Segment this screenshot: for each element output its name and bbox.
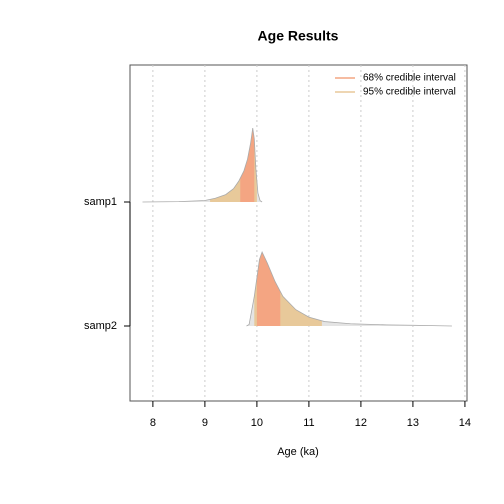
x-tick-label: 12 <box>355 417 367 429</box>
plot-box <box>129 64 468 402</box>
y-tick-label: samp2 <box>84 320 117 332</box>
x-tick-label: 9 <box>202 417 208 429</box>
legend-label: 68% credible interval <box>363 73 456 84</box>
credible-interval <box>256 252 281 326</box>
x-tick-label: 8 <box>150 417 156 429</box>
legend-label: 95% credible interval <box>363 87 456 98</box>
x-tick-label: 14 <box>459 417 471 429</box>
x-tick-label: 13 <box>407 417 419 429</box>
density-line <box>142 127 263 203</box>
y-tick-label: samp1 <box>84 196 117 208</box>
credible-interval <box>240 128 255 202</box>
density-line <box>246 250 452 327</box>
x-tick-label: 11 <box>303 417 314 429</box>
x-tick-label: 10 <box>251 417 263 429</box>
chart-title: Age Results <box>258 28 339 44</box>
x-axis-label: Age (ka) <box>277 446 319 458</box>
